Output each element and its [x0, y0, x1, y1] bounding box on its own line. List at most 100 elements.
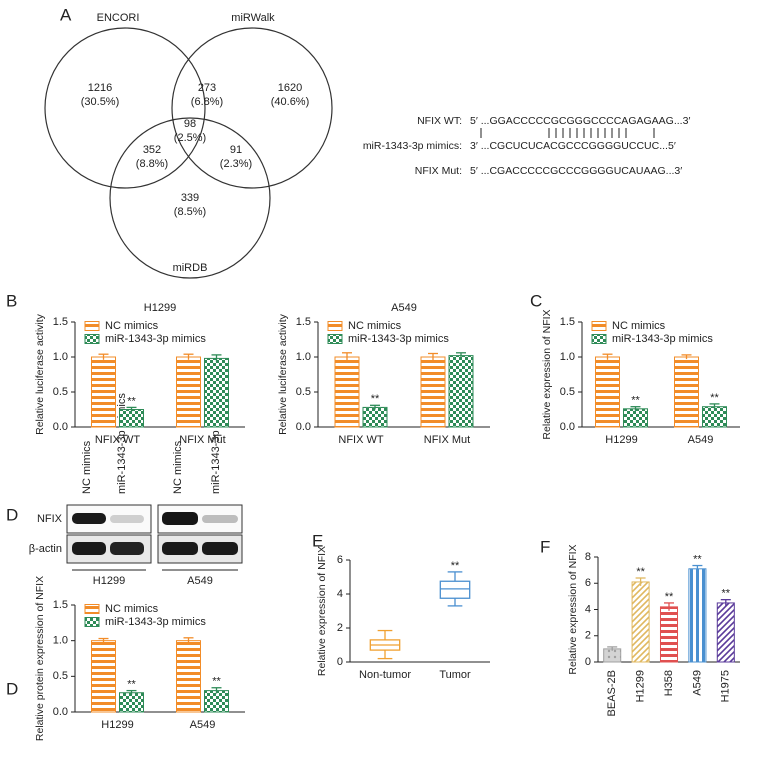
y-tick-label: 1.5	[296, 316, 311, 328]
bar	[623, 408, 648, 428]
bar	[204, 357, 229, 428]
venn-percent: (8.8%)	[136, 158, 168, 170]
row-label: β-actin	[29, 543, 62, 555]
group-label: H1299	[93, 575, 125, 587]
significance: **	[127, 679, 136, 691]
significance: **	[127, 395, 136, 407]
panel-label: E	[312, 531, 323, 550]
y-tick-label: 1.0	[296, 351, 311, 363]
x-tick-label: Tumor	[439, 669, 471, 681]
legend-swatch	[84, 334, 100, 344]
venn-count: 352	[143, 144, 161, 156]
venn-percent: (40.6%)	[271, 96, 310, 108]
legend-swatch	[327, 321, 343, 331]
panel-label: D	[6, 505, 18, 524]
y-tick-label: 4	[585, 603, 591, 615]
x-tick-label: H1299	[635, 670, 647, 702]
venn-percent: (2.5%)	[174, 132, 206, 144]
x-tick-label: Non-tumor	[359, 669, 411, 681]
panel-label: F	[540, 537, 550, 556]
significance: **	[722, 588, 731, 600]
y-tick-label: 8	[585, 551, 591, 563]
bar	[702, 406, 727, 428]
y-tick-label: 0.0	[53, 421, 68, 433]
venn-circle	[44, 27, 206, 189]
y-tick-label: 1.0	[53, 635, 68, 647]
legend-label: miR-1343-3p mimics	[105, 333, 206, 345]
bar	[91, 640, 116, 713]
panel-label: A	[60, 5, 72, 24]
legend-label: miR-1343-3p mimics	[348, 333, 449, 345]
row-label: NFIX	[37, 513, 63, 525]
y-tick-label: 1.0	[53, 351, 68, 363]
x-tick-label: A549	[691, 670, 703, 696]
y-tick-label: 0.0	[560, 421, 575, 433]
bar	[176, 356, 201, 428]
significance: **	[371, 393, 380, 405]
venn-circle	[171, 27, 333, 189]
x-tick-label: NFIX WT	[95, 434, 140, 446]
y-axis-label: Relative expression of NFIX	[316, 546, 328, 676]
legend-label: miR-1343-3p mimics	[612, 333, 713, 345]
x-tick-label: H1299	[101, 719, 133, 731]
legend-swatch	[591, 321, 607, 331]
y-tick-label: 0.0	[296, 421, 311, 433]
venn-percent: (8.5%)	[174, 206, 206, 218]
y-tick-label: 0.0	[53, 706, 68, 718]
seq-label: NFIX Mut:	[415, 165, 462, 177]
base-pairs	[480, 128, 655, 138]
y-axis-label: Relative expression of NFIX	[567, 544, 579, 674]
bar	[204, 690, 229, 713]
venn-set: miRWalk	[231, 12, 275, 24]
x-tick-label: NFIX WT	[338, 434, 383, 446]
venn-count: 98	[184, 118, 196, 130]
venn-count: 1620	[278, 82, 302, 94]
venn-circles	[44, 27, 333, 279]
panel-label: C	[530, 291, 542, 310]
panel-label: D	[6, 679, 18, 698]
y-tick-label: 1.0	[560, 351, 575, 363]
bar	[119, 692, 144, 713]
y-tick-label: 0	[585, 656, 591, 668]
y-tick-label: 1.5	[53, 316, 68, 328]
y-tick-label: 0.5	[53, 386, 68, 398]
y-tick-label: 6	[585, 577, 591, 589]
venn-count: 339	[181, 192, 199, 204]
panel-label: B	[6, 291, 17, 310]
venn-set: ENCORI	[97, 12, 140, 24]
significance: **	[451, 560, 460, 572]
bar	[119, 409, 144, 428]
x-tick-label: BEAS-2B	[606, 670, 618, 716]
bar	[674, 356, 699, 428]
y-tick-label: 2	[337, 622, 343, 634]
sequence: 3′ ...CGCUCUCACGCCCGGGGUCCUC...5′	[470, 140, 676, 152]
venn-percent: (2.3%)	[220, 158, 252, 170]
bar	[420, 356, 446, 428]
seq-label: miR-1343-3p mimics:	[363, 140, 462, 152]
box	[439, 580, 471, 599]
lane-label: NC mimics	[172, 440, 184, 494]
bar	[362, 406, 388, 428]
venn-count: 273	[198, 82, 216, 94]
y-tick-label: 0.5	[296, 386, 311, 398]
y-tick-label: 2	[585, 630, 591, 642]
venn-circle	[109, 117, 271, 279]
y-tick-label: 1.5	[53, 599, 68, 611]
x-tick-label: A549	[688, 434, 714, 446]
significance: **	[636, 566, 645, 578]
bar	[448, 355, 474, 428]
y-tick-label: 0.5	[53, 670, 68, 682]
significance: **	[665, 591, 674, 603]
y-axis-label: Relative luciferase activity	[277, 313, 289, 435]
venn-count: 1216	[88, 82, 112, 94]
bar	[716, 602, 735, 663]
sequence: 5′ ...CGACCCCCGCCCGGGGUCAUAAG...3′	[470, 165, 682, 177]
legend-swatch	[84, 321, 100, 331]
venn-percent: (30.5%)	[81, 96, 120, 108]
venn-set: miRDB	[173, 262, 208, 274]
bar	[631, 581, 650, 663]
legend-label: NC mimics	[105, 603, 159, 615]
group-label: A549	[187, 575, 213, 587]
significance: **	[710, 392, 719, 404]
